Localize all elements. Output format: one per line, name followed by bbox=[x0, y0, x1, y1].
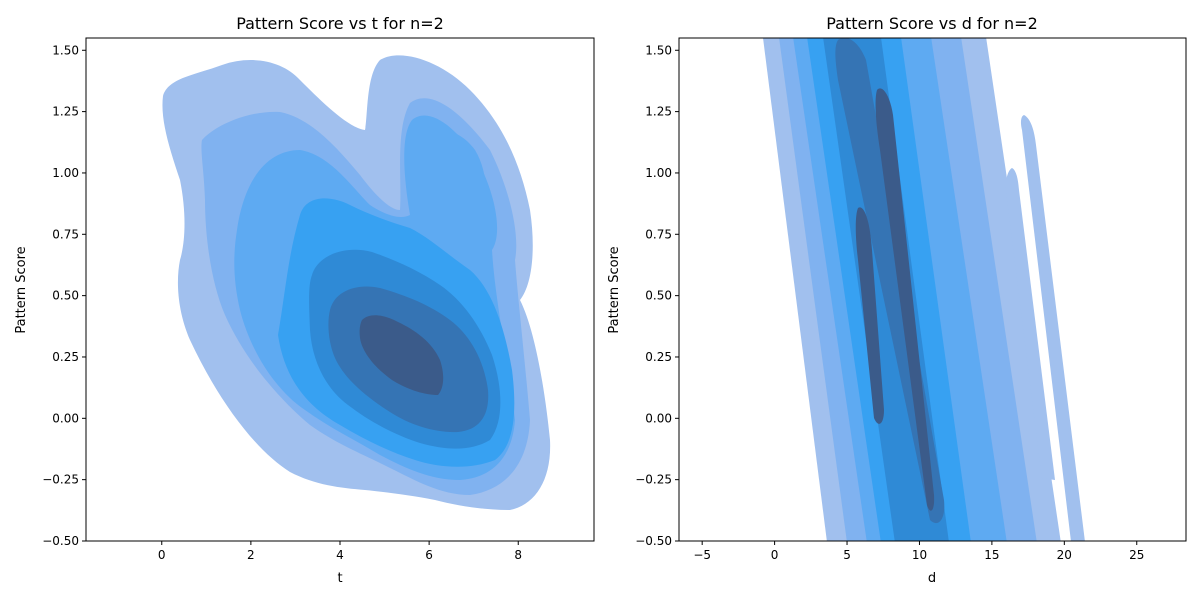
right-x-tick-label: −5 bbox=[693, 548, 711, 562]
right-axes-frame bbox=[678, 37, 1187, 542]
right-x-axis-label: d bbox=[928, 571, 936, 586]
left-x-tick-label: 4 bbox=[336, 548, 344, 562]
right-contour-fills bbox=[763, 38, 1085, 541]
right-panel: Pattern Score vs d for n=2 −5 0 5 10 15 20 25 … bbox=[607, 14, 1187, 586]
right-x-tick-label: 10 bbox=[912, 548, 927, 562]
right-x-tick-label: 15 bbox=[984, 548, 999, 562]
left-y-tick-label: −0.25 bbox=[42, 473, 79, 487]
left-y-tick-label: 0.25 bbox=[52, 350, 79, 364]
left-y-tick-label: 0.50 bbox=[52, 289, 79, 303]
right-outer-ridge-a bbox=[1020, 115, 1085, 541]
left-y-axis-label: Pattern Score bbox=[14, 246, 29, 333]
right-x-axis: −5 0 5 10 15 20 25 bbox=[693, 541, 1144, 562]
left-y-tick-label: 1.25 bbox=[52, 105, 79, 119]
right-y-axis: −0.50 −0.25 0.00 0.25 0.50 0.75 1.00 1.25 1.50 bbox=[635, 43, 679, 548]
right-y-tick-label: 0.50 bbox=[645, 289, 672, 303]
right-y-tick-label: 0.25 bbox=[645, 350, 672, 364]
right-x-tick-label: 0 bbox=[771, 548, 779, 562]
right-y-tick-label: −0.50 bbox=[635, 534, 672, 548]
left-x-axis: 0 2 4 6 8 bbox=[158, 541, 522, 562]
left-y-tick-label: −0.50 bbox=[42, 534, 79, 548]
right-y-tick-label: 0.00 bbox=[645, 411, 672, 425]
right-y-tick-label: 1.25 bbox=[645, 105, 672, 119]
left-y-tick-label: 1.00 bbox=[52, 166, 79, 180]
left-y-tick-label: 1.50 bbox=[52, 43, 79, 57]
right-y-tick-label: 1.50 bbox=[645, 43, 672, 57]
left-x-axis-label: t bbox=[337, 571, 342, 586]
right-x-tick-label: 5 bbox=[843, 548, 851, 562]
left-chart-title: Pattern Score vs t for n=2 bbox=[236, 14, 444, 33]
left-contour-level-7 bbox=[359, 315, 444, 395]
right-x-tick-label: 20 bbox=[1057, 548, 1072, 562]
left-y-tick-label: 0.75 bbox=[52, 227, 79, 241]
right-y-tick-label: 0.75 bbox=[645, 227, 672, 241]
left-contour-fills bbox=[162, 55, 551, 511]
right-y-tick-label: 1.00 bbox=[645, 166, 672, 180]
left-x-tick-label: 6 bbox=[425, 548, 433, 562]
right-x-tick-label: 25 bbox=[1129, 548, 1144, 562]
right-y-tick-label: −0.25 bbox=[635, 473, 672, 487]
right-chart-title: Pattern Score vs d for n=2 bbox=[826, 14, 1038, 33]
right-contour-level-7-side bbox=[855, 207, 884, 424]
left-secondary-peak-ring bbox=[429, 131, 486, 210]
left-x-tick-label: 8 bbox=[514, 548, 522, 562]
left-y-axis: −0.50 −0.25 0.00 0.25 0.50 0.75 1.00 1.25 1.50 bbox=[42, 43, 86, 548]
right-outer-ridge-b bbox=[1005, 168, 1055, 480]
right-contour-level-7-main bbox=[875, 88, 935, 511]
right-y-axis-label: Pattern Score bbox=[607, 246, 622, 333]
left-y-tick-label: 0.00 bbox=[52, 411, 79, 425]
left-x-tick-label: 2 bbox=[247, 548, 255, 562]
left-x-tick-label: 0 bbox=[158, 548, 166, 562]
